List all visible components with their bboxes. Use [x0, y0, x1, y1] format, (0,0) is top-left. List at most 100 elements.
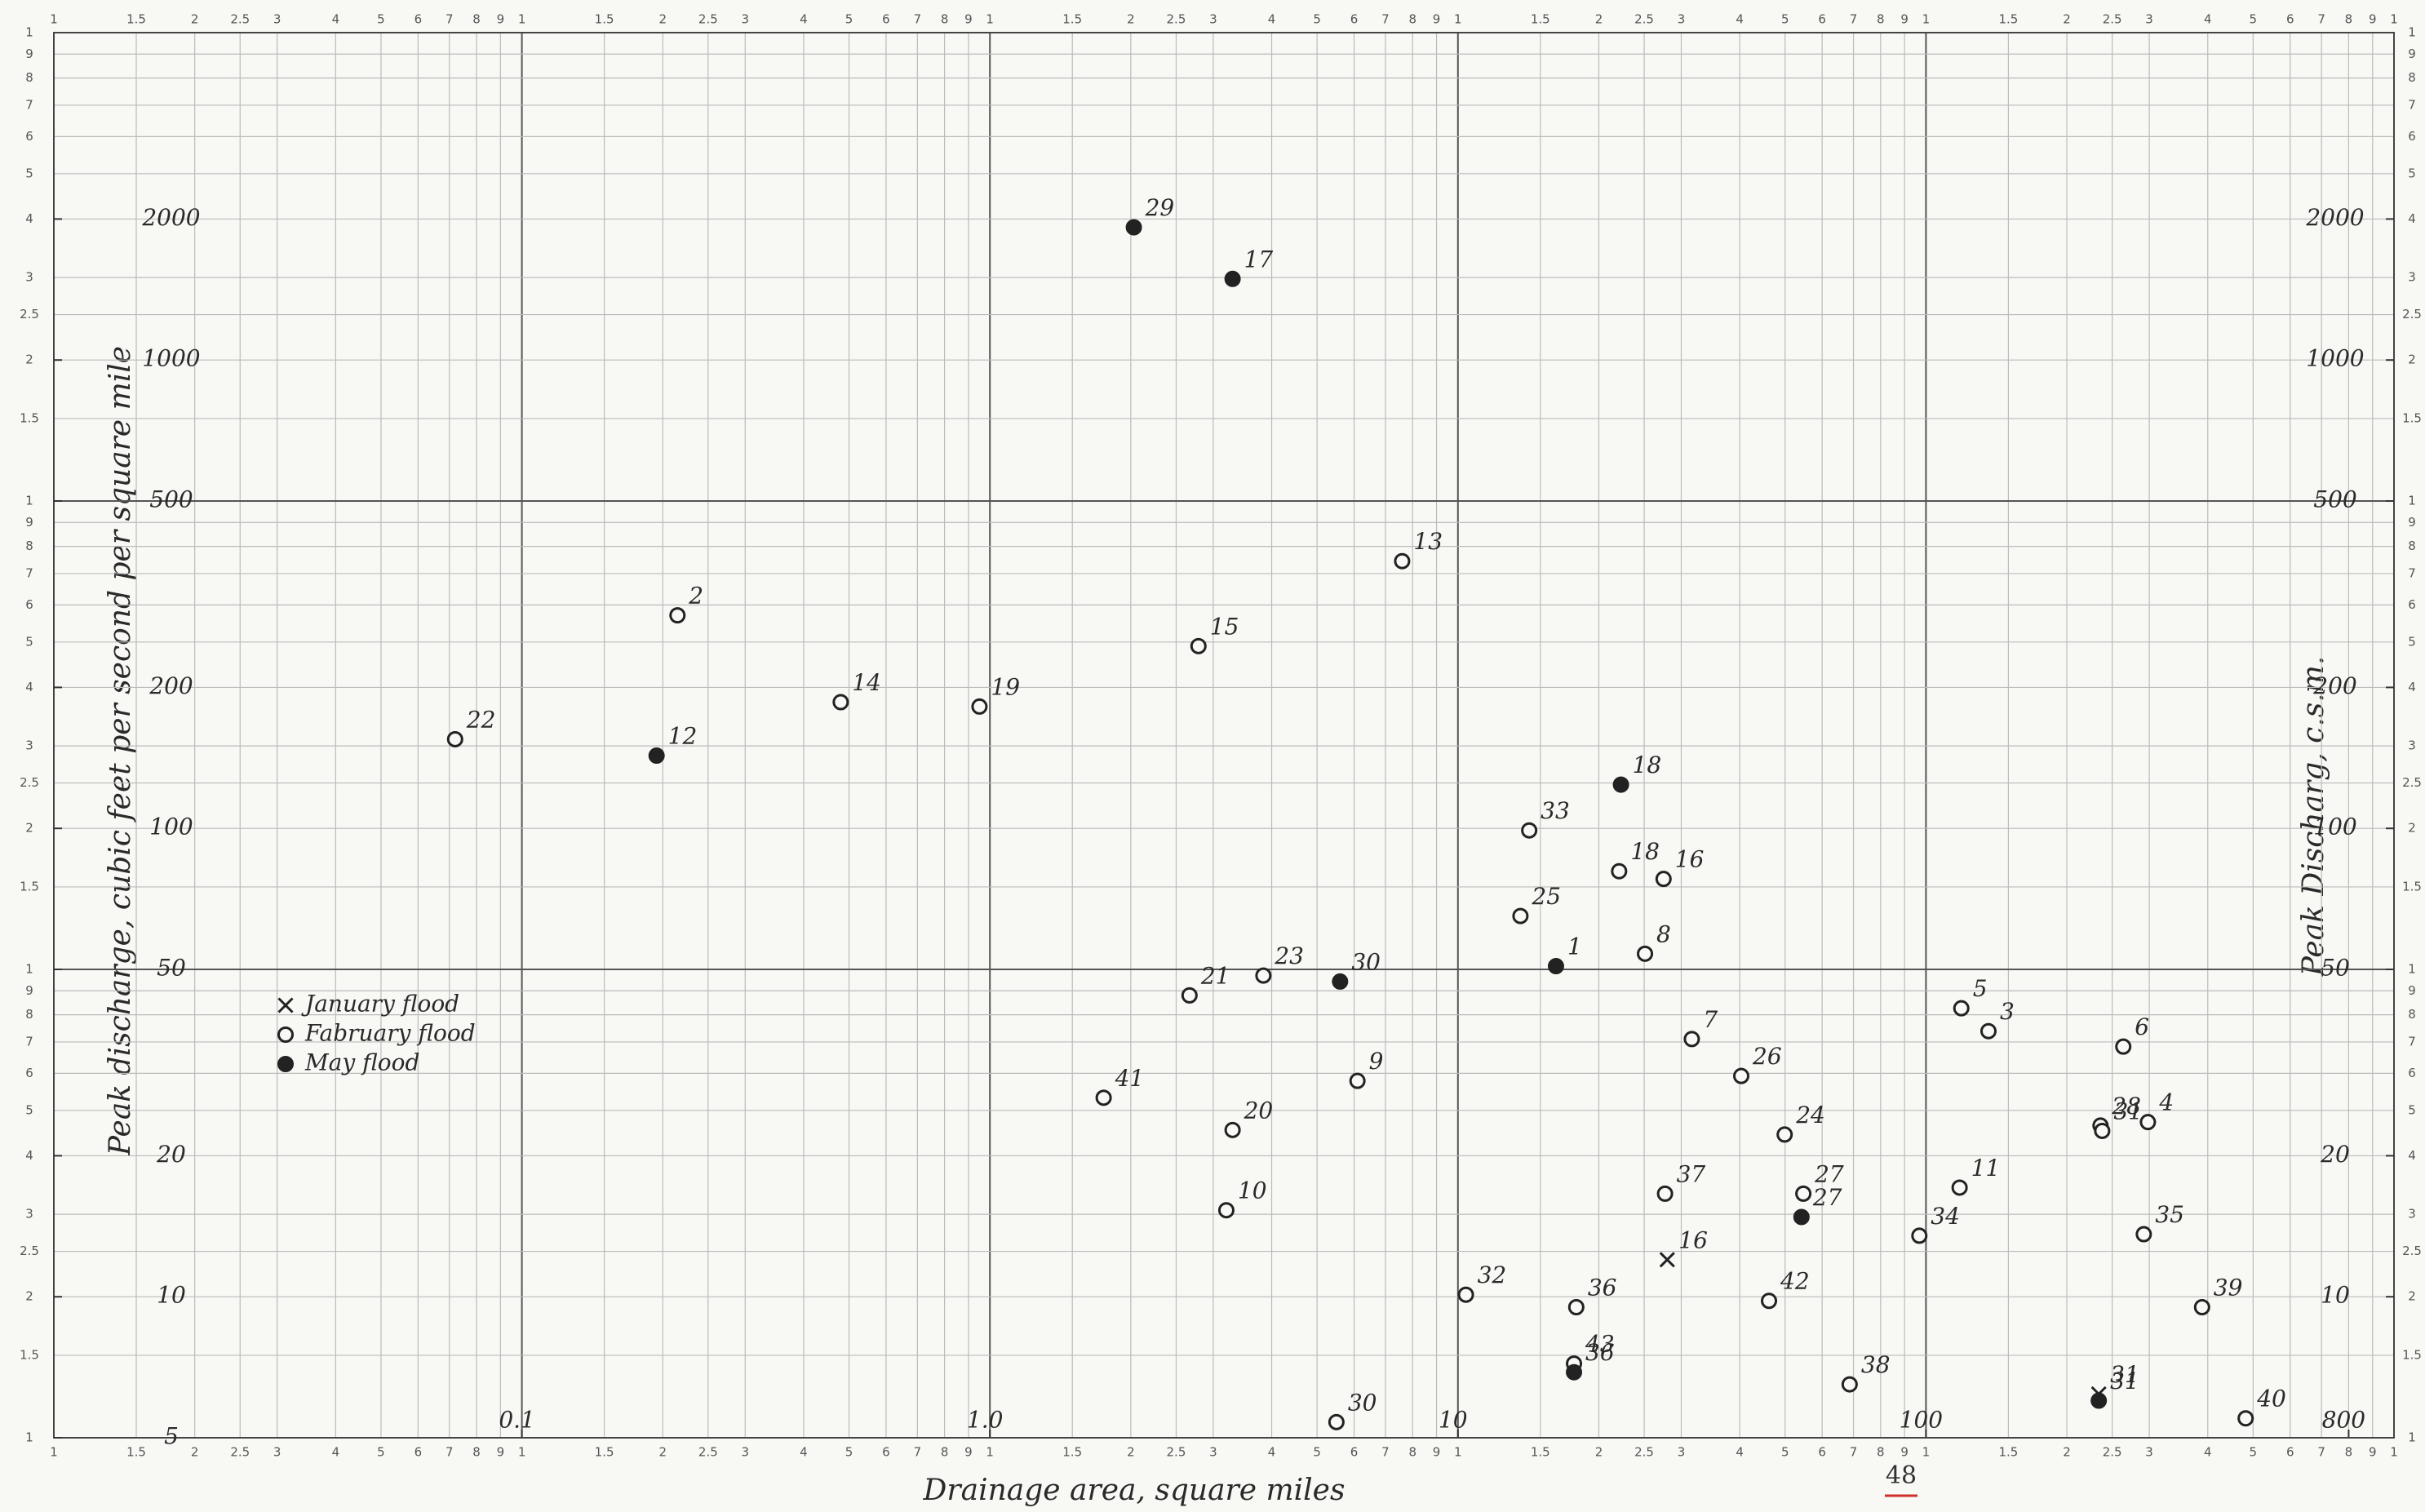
point-label: 19	[991, 673, 1020, 700]
paper-label: 4	[332, 12, 340, 27]
paper-label: 1	[25, 25, 33, 40]
data-point	[1095, 1089, 1112, 1106]
data-point	[669, 607, 686, 624]
data-point	[1951, 1179, 1968, 1196]
paper-label: 1	[50, 1445, 58, 1460]
paper-label: 1	[25, 1430, 33, 1445]
point-label: 14	[852, 669, 881, 696]
paper-label: 5	[2250, 12, 2258, 27]
paper-label: 6	[25, 597, 33, 612]
paper-label: 5	[845, 12, 853, 27]
point-label: 15	[1210, 613, 1239, 640]
legend-marker	[277, 997, 294, 1013]
paper-label: 2.5	[1634, 12, 1654, 27]
paper-label: 9	[25, 515, 33, 530]
data-point	[1332, 973, 1349, 990]
paper-label: 6	[415, 1445, 423, 1460]
paper-label: 7	[446, 1445, 454, 1460]
paper-label: 9	[2408, 47, 2416, 61]
point-label: 33	[1541, 797, 1570, 824]
point-label: 37	[1677, 1160, 1706, 1187]
paper-label: 1	[2408, 25, 2416, 40]
paper-label: 1	[518, 12, 526, 27]
point-label: 8	[1656, 920, 1671, 947]
legend-label: May flood	[304, 1049, 419, 1076]
paper-label: 2	[191, 12, 199, 27]
paper-label: 2.5	[20, 1244, 39, 1258]
paper-label: 5	[1781, 1445, 1789, 1460]
paper-label: 6	[2286, 1445, 2294, 1460]
paper-label: 3	[1678, 1445, 1686, 1460]
paper-label: 2.5	[230, 1445, 250, 1460]
paper-label: 4	[1268, 1445, 1276, 1460]
point-label: 24	[1795, 1102, 1825, 1128]
paper-label: 2	[1127, 1445, 1135, 1460]
paper-label: 3	[273, 1445, 282, 1460]
paper-label: 3	[25, 270, 33, 285]
paper-label: 7	[2408, 565, 2416, 580]
paper-label: 6	[1350, 1445, 1359, 1460]
paper-label: 1.5	[1998, 1445, 2018, 1460]
y-tick-label: 100	[149, 814, 193, 840]
y-tick-label: 50	[157, 955, 186, 982]
paper-label: 1.5	[2402, 879, 2422, 893]
paper-label: 9	[964, 1445, 973, 1460]
point-label: 7	[1703, 1006, 1718, 1033]
point-label: 3	[2000, 998, 2015, 1025]
paper-label: 2	[25, 353, 33, 367]
point-label: 38	[1861, 1351, 1891, 1378]
paper-label: 3	[1209, 1445, 1217, 1460]
paper-label: 1	[1922, 12, 1931, 27]
paper-label: 5	[1781, 12, 1789, 27]
paper-label: 8	[25, 70, 33, 85]
point-label: 31	[2110, 1361, 2139, 1388]
paper-label: 2	[1595, 12, 1603, 27]
paper-label: 2.5	[698, 1445, 718, 1460]
paper-label: 3	[1209, 12, 1217, 27]
paper-label: 7	[2317, 1445, 2325, 1460]
data-point	[1224, 1121, 1241, 1138]
paper-label: 2.5	[1167, 12, 1186, 27]
paper-label: 6	[25, 1066, 33, 1080]
point-label: 28	[2111, 1093, 2141, 1120]
paper-label: 2	[658, 1445, 667, 1460]
paper-label: 6	[2408, 1066, 2416, 1080]
paper-label: 5	[2408, 166, 2416, 180]
paper-label: 8	[2408, 1007, 2416, 1022]
paper-label: 5	[25, 166, 33, 180]
paper-label: 1	[518, 1445, 526, 1460]
paper-label: 1	[1922, 1445, 1931, 1460]
plot-frame	[53, 32, 2395, 1439]
paper-label: 1	[1454, 12, 1462, 27]
x-tick-label: 100	[1900, 1407, 1943, 1434]
data-point	[1394, 552, 1411, 570]
data-point	[2115, 1038, 2132, 1055]
paper-label: 2	[25, 1289, 33, 1304]
paper-label: 1	[2390, 1445, 2398, 1460]
data-point	[1979, 1022, 1997, 1040]
paper-label: 9	[497, 1445, 505, 1460]
data-point	[1733, 1067, 1750, 1084]
paper-label: 6	[882, 1445, 890, 1460]
paper-label: 9	[1433, 1445, 1441, 1460]
data-point	[1224, 270, 1241, 287]
paper-label: 1.5	[1062, 1445, 1082, 1460]
paper-label: 6	[1350, 12, 1359, 27]
data-point	[2135, 1226, 2152, 1243]
x-tick-label: 1.0	[967, 1407, 1004, 1434]
paper-label: 5	[2250, 1445, 2258, 1460]
paper-label: 9	[2408, 515, 2416, 530]
paper-label: 8	[2345, 1445, 2353, 1460]
y-axis-title: Peak discharge, cubic feet per second pe…	[104, 346, 137, 1156]
paper-label: 4	[25, 1148, 33, 1163]
point-label: 5	[1973, 975, 1988, 1002]
paper-label: 4	[25, 680, 33, 694]
paper-label: 5	[377, 12, 385, 27]
legend-label: January flood	[301, 991, 459, 1018]
data-point	[1567, 1298, 1585, 1315]
paper-label: 4	[1736, 12, 1744, 27]
paper-label: 3	[2408, 738, 2416, 753]
paper-label: 2	[191, 1445, 199, 1460]
point-label: 42	[1780, 1268, 1810, 1295]
paper-label: 1.5	[1998, 12, 2018, 27]
